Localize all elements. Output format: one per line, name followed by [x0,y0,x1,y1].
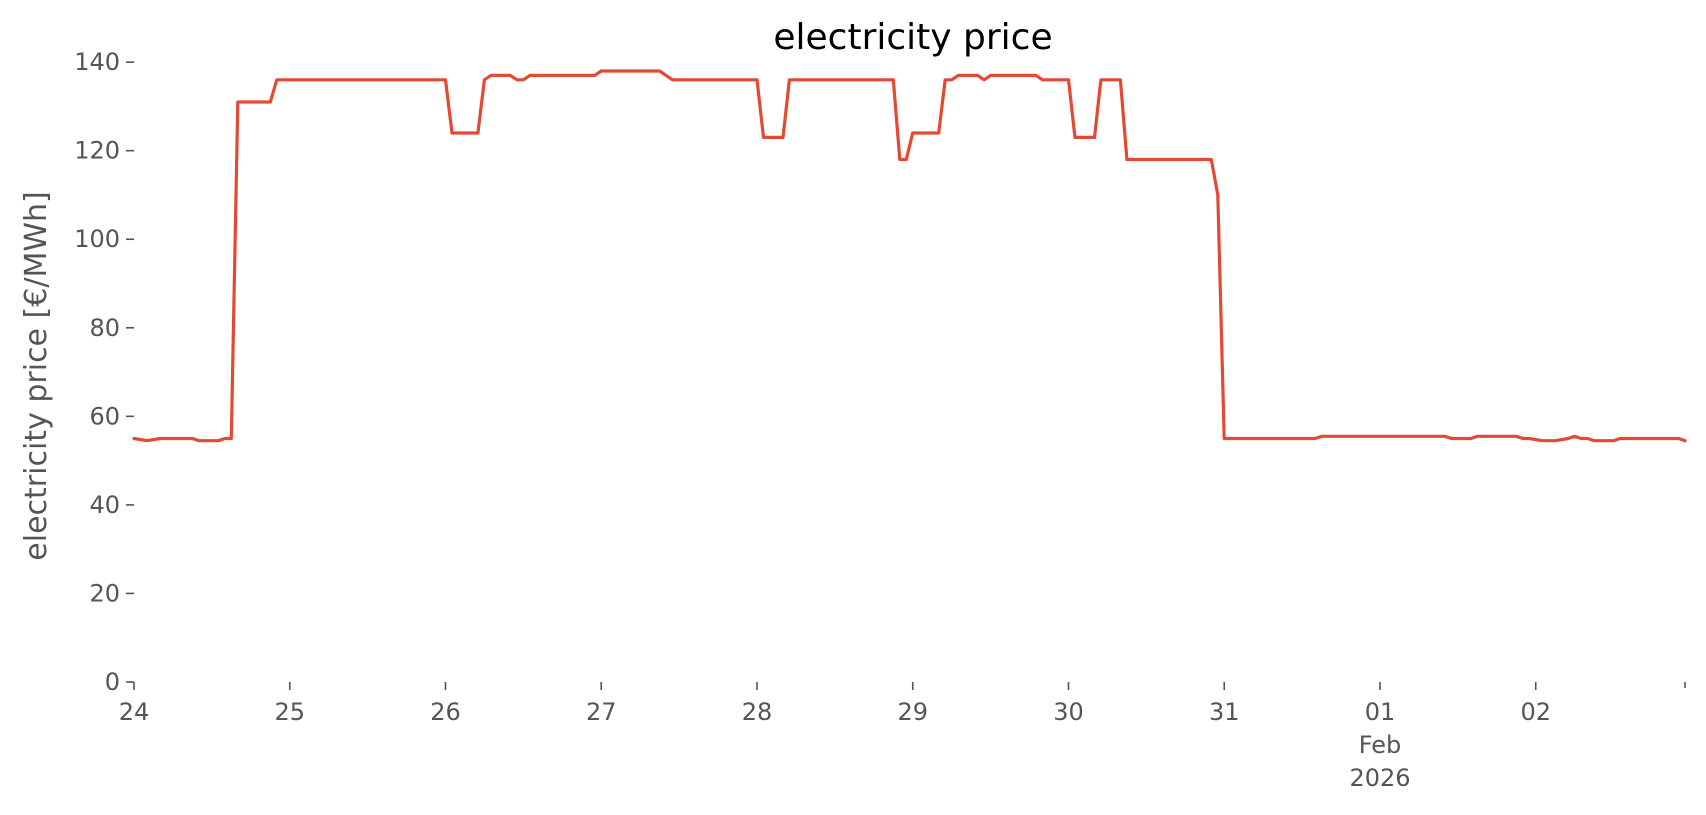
y-tick-label: 140 [74,48,120,76]
y-tick-label: 80 [89,314,120,342]
y-tick-label: 20 [89,579,120,607]
x-tick-label: 27 [586,698,617,726]
x-axis: 24 25 26 27 28 29 30 31 01 Feb 2026 02 [119,682,1686,792]
chart-title: electricity price [773,17,1052,58]
y-tick-label: 120 [74,137,120,165]
x-tick-label: 24 [119,698,150,726]
x-tick-label: 02 [1520,698,1551,726]
x-tick-label: 28 [742,698,773,726]
y-axis-label: electricity price [€/MWh] [19,191,54,560]
y-tick-label: 0 [105,668,120,696]
x-tick-label: Feb [1359,731,1402,759]
x-tick-label: 01 [1365,698,1396,726]
x-tick-label: 30 [1053,698,1084,726]
x-tick-label: 31 [1209,698,1240,726]
y-axis: 0 20 40 60 80 100 120 140 [74,48,134,696]
x-tick-label: 25 [274,698,305,726]
x-tick-label: 26 [430,698,461,726]
y-tick-label: 40 [89,491,120,519]
y-tick-label: 60 [89,402,120,430]
x-tick-label: 2026 [1349,764,1410,792]
plot-area [132,69,1687,443]
x-tick-label: 29 [897,698,928,726]
y-tick-label: 100 [74,225,120,253]
series-line-0 [132,69,1687,443]
